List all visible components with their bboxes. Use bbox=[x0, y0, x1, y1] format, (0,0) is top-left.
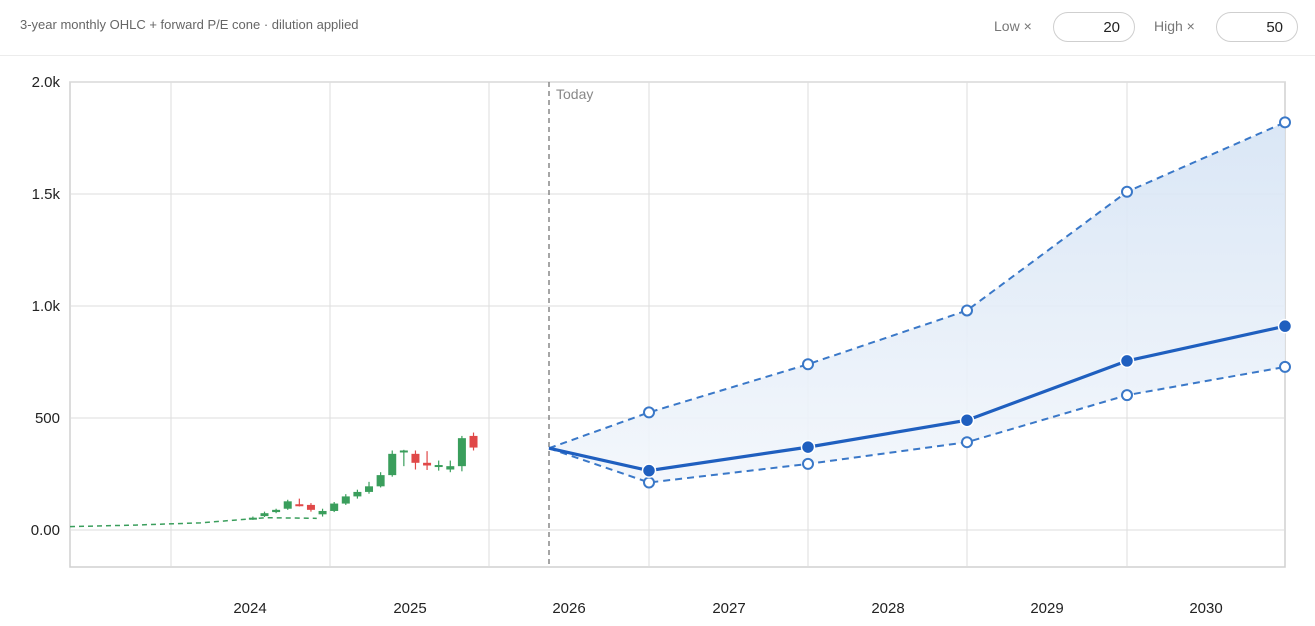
history-line bbox=[69, 516, 317, 528]
y-tick-label: 500 bbox=[35, 410, 60, 427]
high-multiple-label: High × bbox=[1154, 18, 1195, 34]
high-multiple-line bbox=[548, 121, 1286, 450]
chart-subtitle: 3-year monthly OHLC + forward P/E cone ·… bbox=[20, 17, 359, 32]
x-tick-label: 2027 bbox=[712, 600, 745, 617]
candle-body bbox=[469, 435, 478, 448]
low-multiple-input[interactable] bbox=[1053, 12, 1135, 42]
low-point bbox=[802, 457, 814, 470]
low-point bbox=[1121, 389, 1133, 402]
x-tick-label: 2026 bbox=[552, 600, 585, 617]
low-point bbox=[643, 476, 655, 489]
high-point bbox=[1121, 185, 1133, 198]
mid-point bbox=[800, 439, 816, 455]
candle-body bbox=[376, 475, 385, 487]
high-point bbox=[1279, 116, 1291, 129]
today-label: Today bbox=[556, 86, 593, 102]
mid-point bbox=[1277, 318, 1293, 334]
candle-body bbox=[446, 466, 455, 470]
y-tick-label: 0.00 bbox=[31, 522, 60, 539]
low-multiple-line bbox=[548, 365, 1286, 484]
candle-body bbox=[272, 509, 281, 513]
y-tick-label: 1.0k bbox=[32, 298, 61, 315]
candle-body bbox=[399, 450, 408, 453]
high-point bbox=[643, 406, 655, 419]
candle-body bbox=[341, 496, 350, 504]
candle-body bbox=[248, 517, 257, 520]
candle-body bbox=[423, 462, 432, 466]
y-tick-label: 2.0k bbox=[32, 74, 61, 91]
high-multiple-input[interactable] bbox=[1216, 12, 1298, 42]
mid-point bbox=[641, 463, 657, 478]
low-point bbox=[961, 436, 973, 449]
candle-body bbox=[388, 453, 397, 476]
x-tick-label: 2029 bbox=[1030, 600, 1063, 617]
candle-body bbox=[318, 510, 327, 515]
low-multiple-label: Low × bbox=[994, 18, 1032, 34]
candle-body bbox=[330, 503, 339, 511]
price-cone-chart: 0.00 500 1.0k 1.5k 2.0k 2024 2025 2026 2027 2028 2… bbox=[31, 74, 1293, 617]
candle-body bbox=[434, 465, 443, 468]
candle-body bbox=[306, 504, 315, 510]
x-tick-label: 2025 bbox=[393, 600, 426, 617]
candle-body bbox=[457, 438, 466, 467]
low-point bbox=[1279, 360, 1291, 373]
mid-point bbox=[959, 412, 975, 428]
cone-band bbox=[549, 122, 1285, 483]
mid-point bbox=[1119, 353, 1135, 369]
high-point bbox=[802, 358, 814, 371]
candle-body bbox=[283, 501, 292, 509]
mid-multiple-line bbox=[548, 324, 1286, 473]
y-tick-label: 1.5k bbox=[32, 186, 61, 203]
candle-body bbox=[295, 504, 304, 507]
x-tick-label: 2030 bbox=[1189, 600, 1222, 617]
high-point bbox=[961, 304, 973, 317]
chart-header: 3-year monthly OHLC + forward P/E cone ·… bbox=[0, 0, 1315, 56]
x-tick-label: 2028 bbox=[871, 600, 904, 617]
candle-body bbox=[260, 513, 269, 517]
x-tick-label: 2024 bbox=[233, 600, 266, 617]
candle-body bbox=[411, 453, 420, 463]
candle-body bbox=[365, 486, 374, 492]
candle-body bbox=[353, 491, 362, 497]
